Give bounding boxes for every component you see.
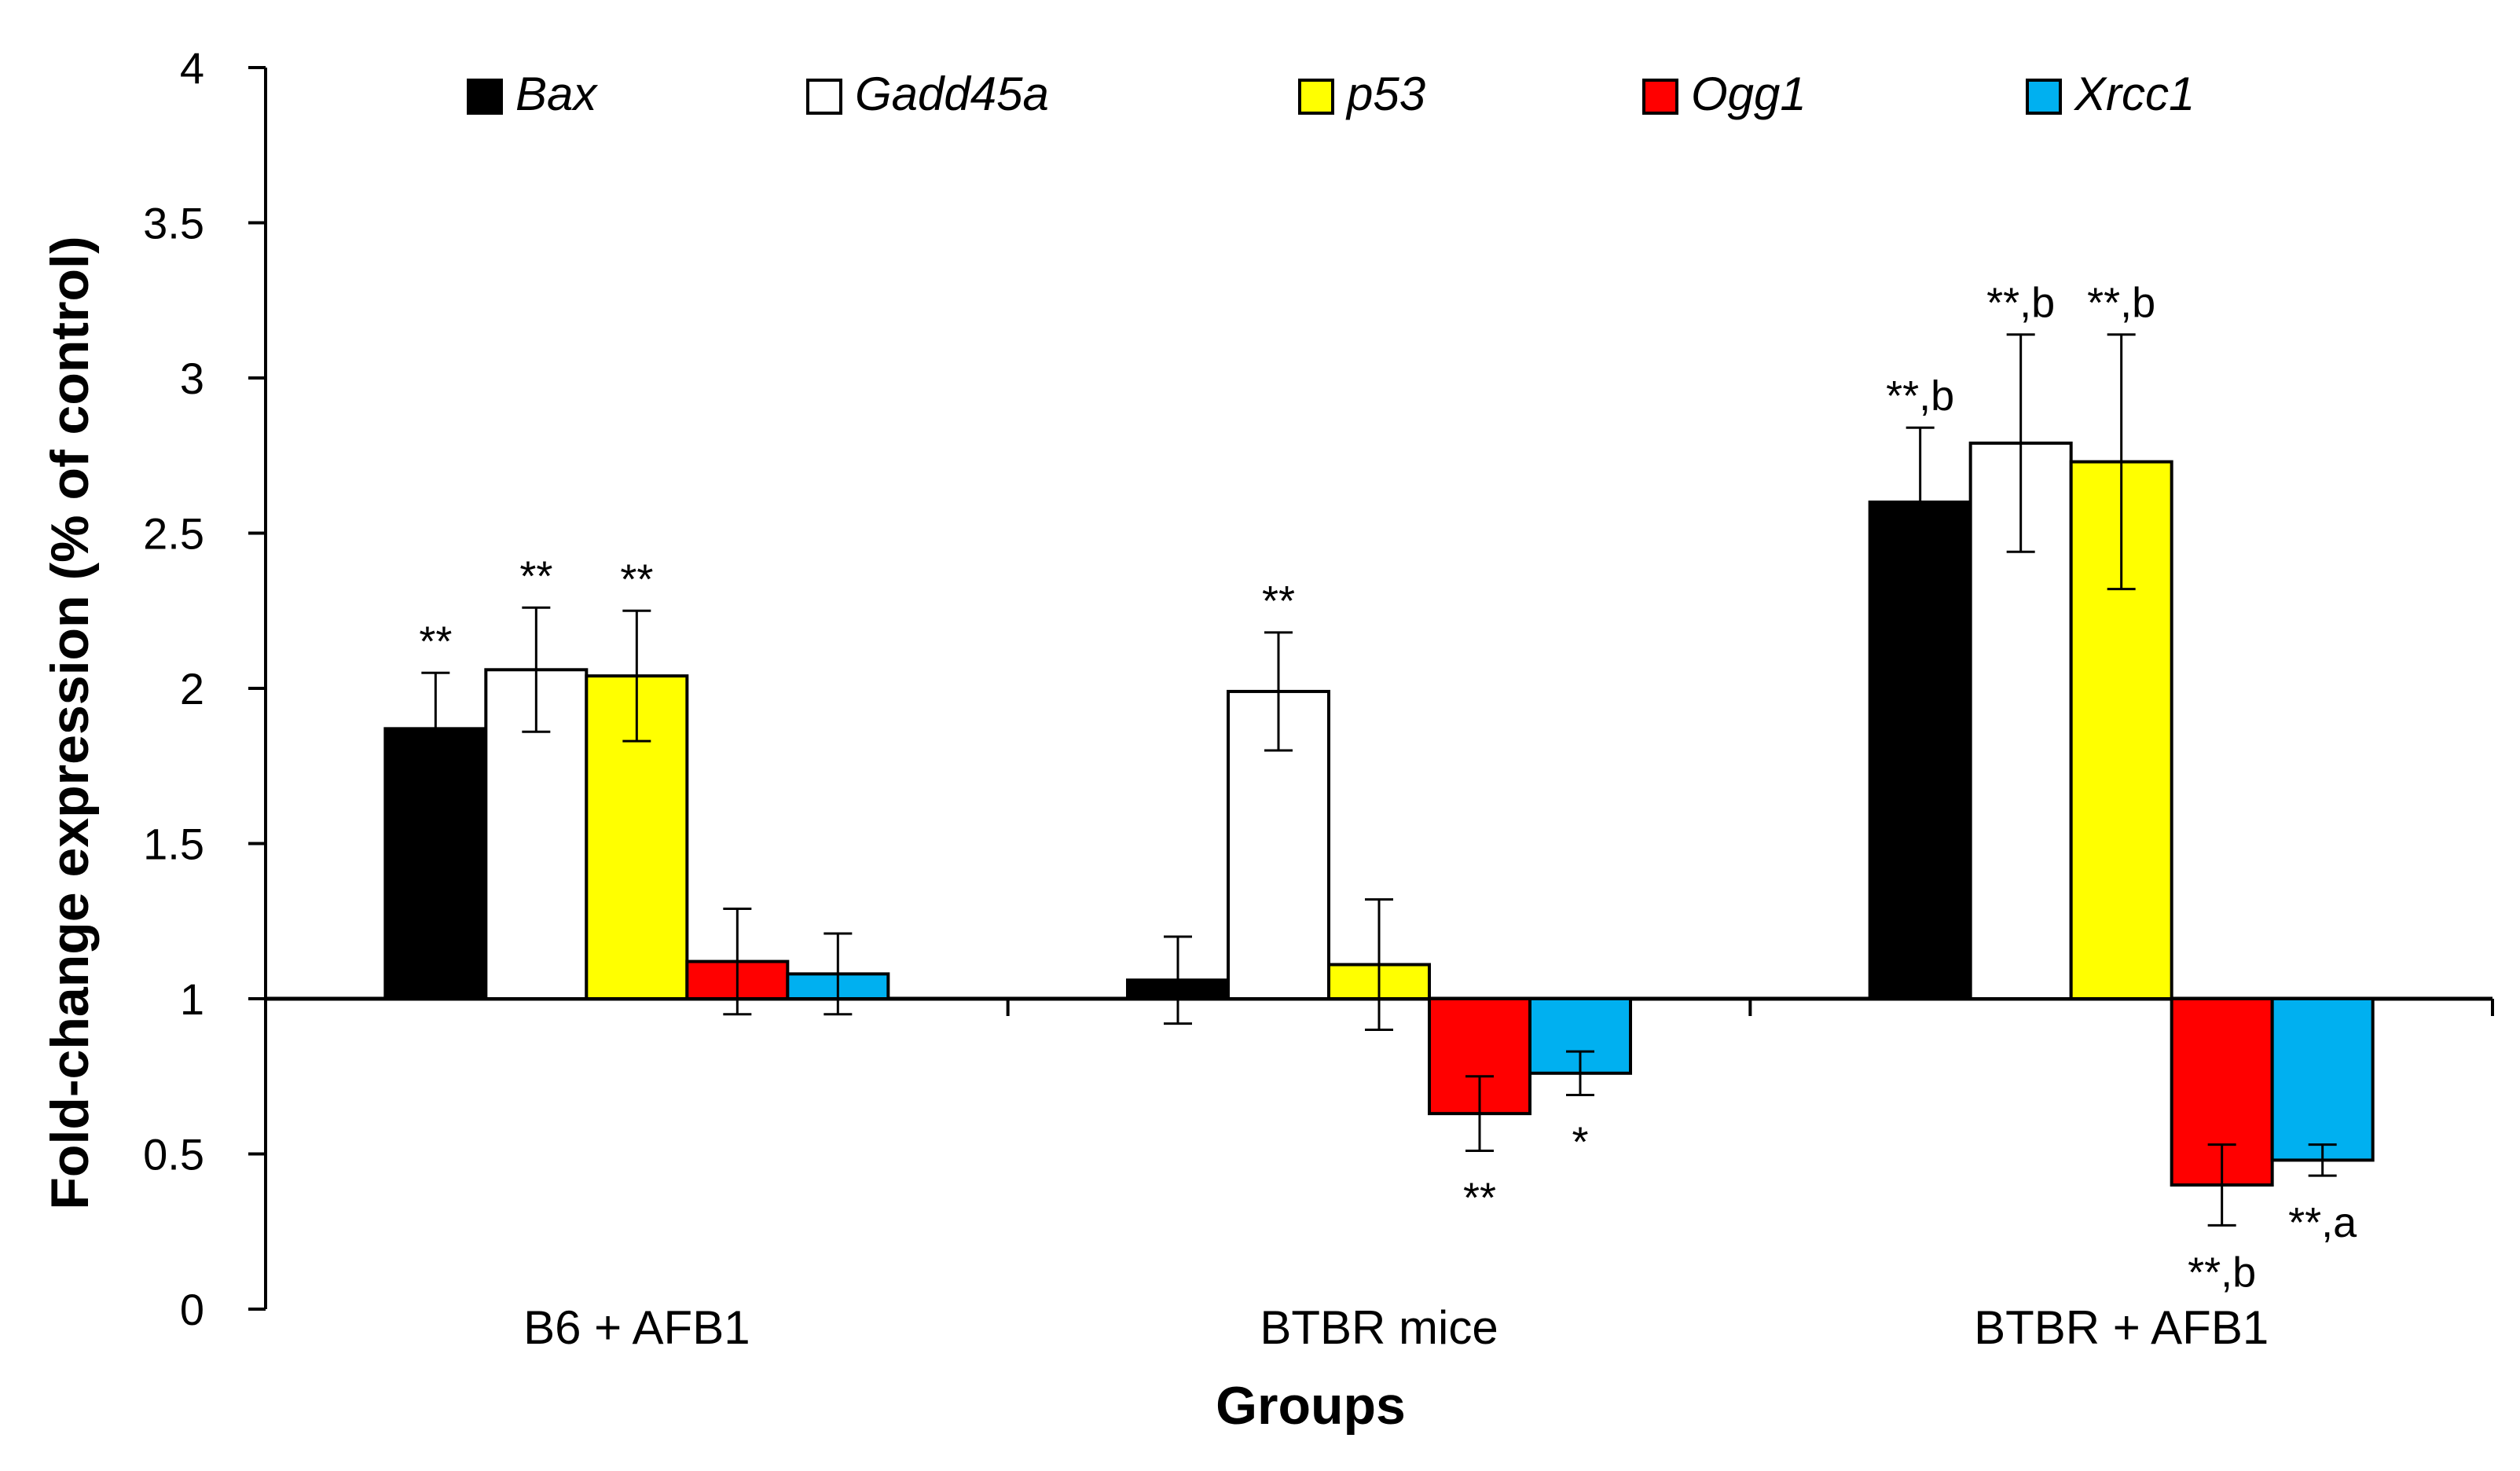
y-axis-title: Fold-change expression (% of control) xyxy=(40,236,100,1209)
significance-label: ** xyxy=(620,556,653,603)
legend-swatch-gadd45a xyxy=(806,79,842,115)
significance-label: **,b xyxy=(2087,280,2155,327)
y-tick-label: 3.5 xyxy=(143,199,204,248)
category-label: BTBR + AFB1 xyxy=(1974,1301,2269,1354)
legend-swatch-xrcc1 xyxy=(2026,79,2062,115)
significance-label: ** xyxy=(419,618,452,665)
legend-label-p53: p53 xyxy=(1345,68,1425,120)
category-label: B6 + AFB1 xyxy=(523,1301,750,1354)
significance-label: * xyxy=(1572,1118,1588,1165)
legend-swatch-p53 xyxy=(1298,79,1334,115)
y-tick-label: 0 xyxy=(180,1285,204,1334)
bar-bax xyxy=(1868,501,1972,1000)
bar-xrcc1 xyxy=(2270,997,2375,1162)
y-tick-label: 3 xyxy=(180,354,204,403)
significance-label: **,b xyxy=(1886,372,1954,420)
legend-label-gadd45a: Gadd45a xyxy=(855,68,1049,120)
legend-swatch-bax xyxy=(467,79,503,115)
y-tick-label: 1.5 xyxy=(143,820,204,869)
legend-label-ogg1: Ogg1 xyxy=(1691,68,1807,120)
category-label: BTBR mice xyxy=(1260,1301,1498,1354)
annotations: ** **,b ** ** **,b ** **,b ** **,b * **,a xyxy=(419,280,2357,1297)
y-tick-label: 0.5 xyxy=(143,1130,204,1179)
error-bars xyxy=(421,333,2337,1227)
significance-label: **,b xyxy=(1986,280,2055,327)
significance-label: **,a xyxy=(2288,1199,2357,1246)
bars xyxy=(383,441,2375,1187)
y-tick-label: 1 xyxy=(180,974,204,1024)
x-axis-title: Groups xyxy=(1216,1376,1406,1436)
legend-label-xrcc1: Xrcc1 xyxy=(2073,68,2195,120)
y-tick-label: 2.5 xyxy=(143,509,204,559)
significance-label: **,b xyxy=(2188,1249,2256,1296)
y-tick-label: 2 xyxy=(180,664,204,713)
legend-label-bax: Bax xyxy=(515,68,598,120)
legend: Bax Gadd45a p53 Ogg1 Xrcc1 xyxy=(467,68,2195,120)
significance-label: ** xyxy=(1463,1175,1496,1222)
legend-swatch-ogg1 xyxy=(1642,79,1678,115)
y-tick-label: 4 xyxy=(180,43,204,93)
significance-label: ** xyxy=(519,552,552,600)
significance-label: ** xyxy=(1262,578,1295,625)
